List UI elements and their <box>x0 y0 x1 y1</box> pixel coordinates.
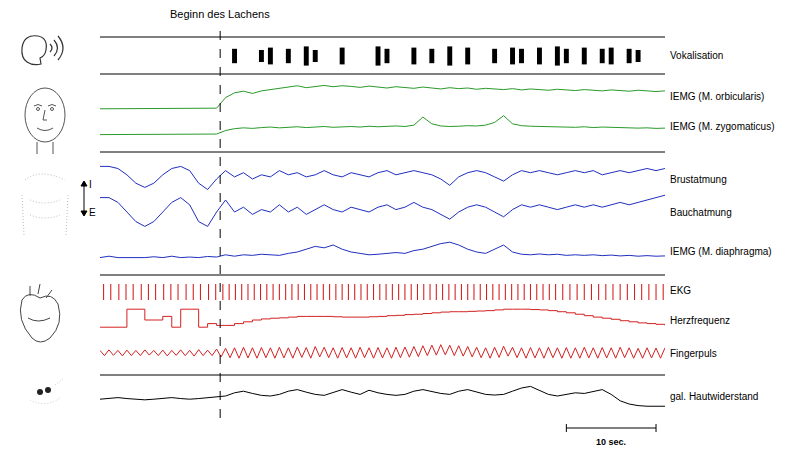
svg-text:gal. Hautwiderstand: gal. Hautwiderstand <box>670 391 758 402</box>
svg-text:Brustatmung: Brustatmung <box>670 174 727 185</box>
svg-text:Fingerpuls: Fingerpuls <box>670 348 717 359</box>
svg-text:Vokalisation: Vokalisation <box>670 50 723 61</box>
svg-text:Beginn des Lachens: Beginn des Lachens <box>170 8 270 20</box>
svg-text:IEMG (M. diaphragma): IEMG (M. diaphragma) <box>670 246 772 257</box>
svg-text:IEMG (M. orbicularis): IEMG (M. orbicularis) <box>670 91 764 102</box>
svg-text:IEMG (M. zygomaticus): IEMG (M. zygomaticus) <box>670 121 774 132</box>
svg-text:Herzfrequenz: Herzfrequenz <box>670 315 730 326</box>
svg-text:EKG: EKG <box>670 285 691 296</box>
svg-text:Bauchatmung: Bauchatmung <box>670 207 732 218</box>
svg-text:E: E <box>89 207 96 218</box>
svg-text:10 sec.: 10 sec. <box>596 437 626 447</box>
svg-text:I: I <box>89 179 92 190</box>
